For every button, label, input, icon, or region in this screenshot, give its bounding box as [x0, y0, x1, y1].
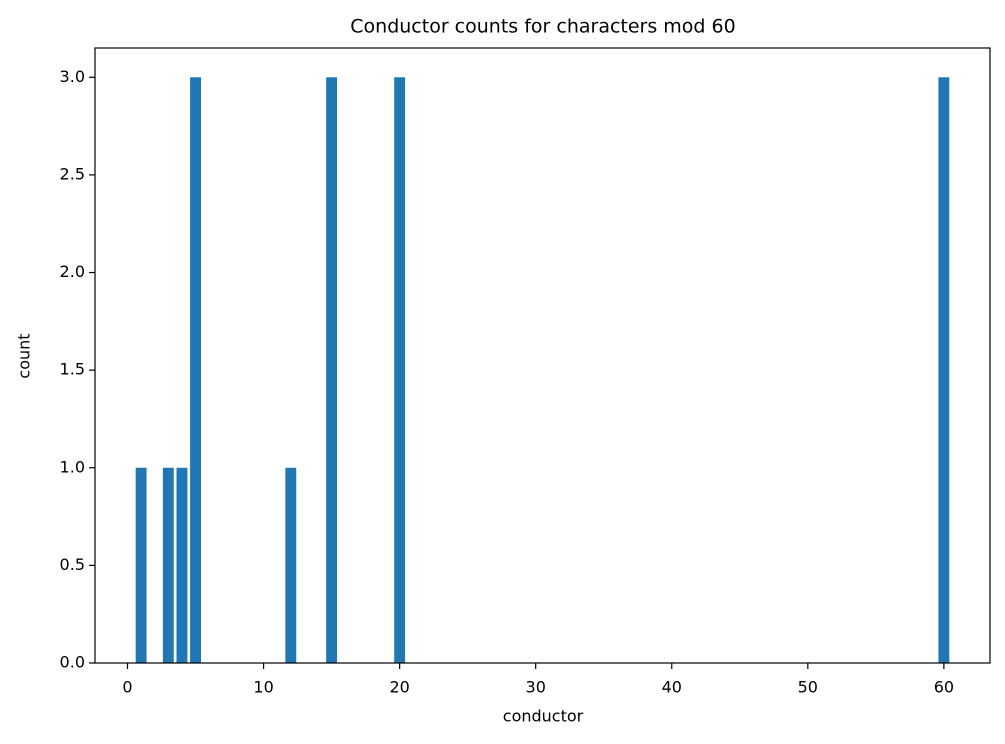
- bar: [938, 77, 950, 664]
- x-tick-label: 60: [934, 678, 954, 697]
- y-tick-label: 1.5: [60, 360, 85, 379]
- bar: [190, 77, 201, 664]
- x-tick-label: 10: [253, 678, 273, 697]
- plot-frame: [94, 47, 991, 664]
- y-tick-label: 0.5: [60, 555, 85, 574]
- x-tick-label: 40: [662, 678, 682, 697]
- x-tick-label: 30: [526, 678, 546, 697]
- y-tick-label: 2.0: [60, 262, 85, 281]
- bar: [326, 77, 338, 664]
- bar: [135, 467, 147, 663]
- x-tick-label: 50: [798, 678, 818, 697]
- bar: [162, 467, 174, 663]
- chart-title: Conductor counts for characters mod 60: [350, 16, 735, 38]
- y-axis-label: count: [15, 333, 34, 378]
- y-tick-label: 3.0: [60, 67, 85, 86]
- bar: [394, 77, 406, 664]
- x-axis-label: conductor: [503, 707, 584, 726]
- bar: [285, 467, 297, 663]
- y-tick-label: 1.0: [60, 457, 85, 476]
- y-tick-label: 2.5: [60, 164, 85, 183]
- x-tick-label: 0: [122, 678, 132, 697]
- bar: [176, 467, 188, 663]
- y-tick-label: 0.0: [60, 653, 85, 672]
- x-tick-label: 20: [389, 678, 409, 697]
